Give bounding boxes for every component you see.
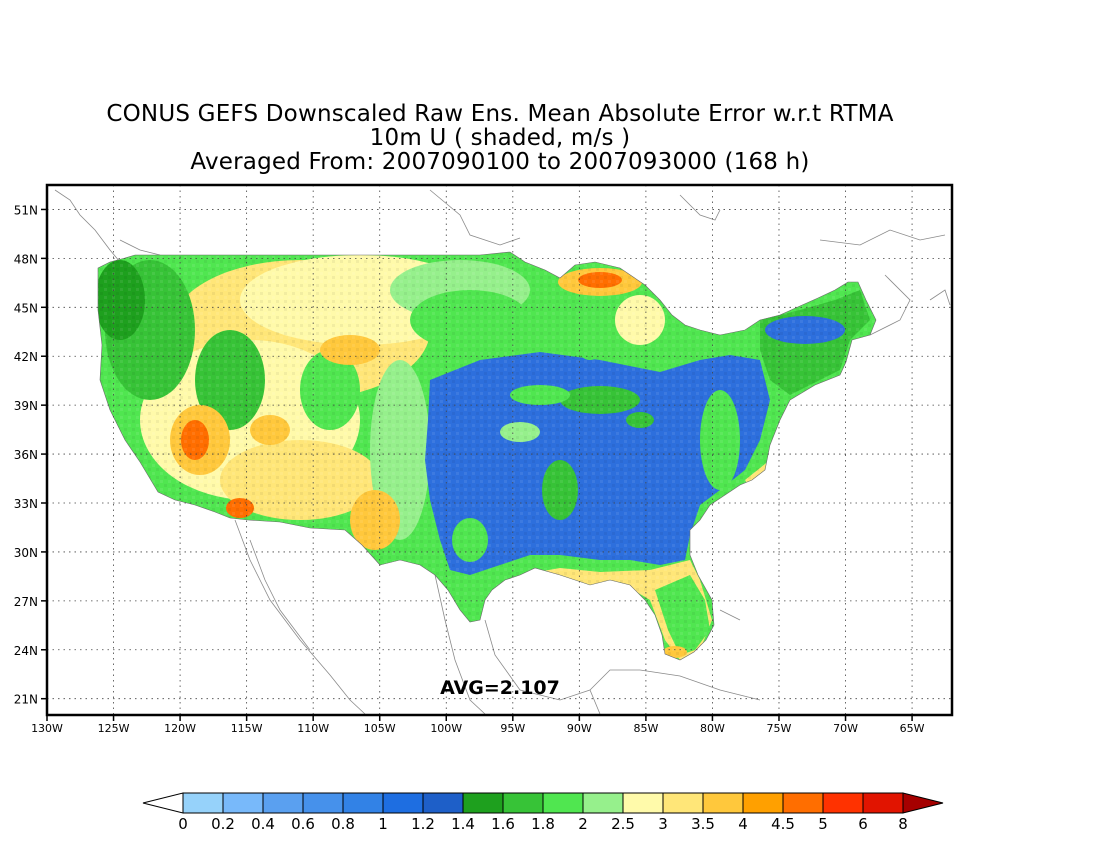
- colorbar-label: 2: [578, 815, 588, 833]
- colorbar-label: 1.6: [491, 815, 515, 833]
- colorbar-swatch: [702, 792, 744, 814]
- latitude-ticks: [41, 208, 47, 700]
- lon-label: 65W: [900, 722, 925, 735]
- lon-label: 110W: [297, 722, 329, 735]
- colorbar-label: 6: [858, 815, 868, 833]
- title-line-2: 10m U ( shaded, m/s ): [369, 125, 631, 151]
- lon-label: 80W: [700, 722, 725, 735]
- title-line-1: CONUS GEFS Downscaled Raw Ens. Mean Abso…: [106, 101, 894, 127]
- colorbar-high-arrow: [902, 792, 944, 814]
- lon-label: 85W: [633, 722, 658, 735]
- colorbar-label: 1.4: [451, 815, 475, 833]
- colorbar-label: 0: [178, 815, 188, 833]
- colorbar-swatch: [302, 792, 344, 814]
- lon-label: 95W: [500, 722, 525, 735]
- latitude-labels: 51N 48N 45N 42N 39N 36N 33N 30N 27N 24N 21N: [14, 203, 38, 706]
- lon-label: 70W: [833, 722, 858, 735]
- colorbar-swatch: [382, 792, 424, 814]
- gridlines: [47, 185, 952, 715]
- lon-label: 90W: [567, 722, 592, 735]
- colorbar-label: 0.4: [251, 815, 275, 833]
- colorbar-label: 8: [898, 815, 908, 833]
- lon-label: 125W: [98, 722, 130, 735]
- lat-label: 30N: [14, 546, 38, 560]
- map-frame: [45, 183, 954, 717]
- lon-label: 130W: [31, 722, 63, 735]
- colorbar-label: 0.8: [331, 815, 355, 833]
- colorbar: [142, 792, 944, 814]
- colorbar-swatch: [622, 792, 664, 814]
- lat-label: 45N: [14, 301, 38, 315]
- colorbar-swatch: [542, 792, 584, 814]
- colorbar-swatch: [462, 792, 504, 814]
- colorbar-labels: 0 0.2 0.4 0.6 0.8 1 1.2 1.4 1.6 1.8 2 2.5 3 3.5 4 4.5 5 6…: [178, 815, 908, 833]
- lon-label: 100W: [430, 722, 462, 735]
- colorbar-label: 3.5: [691, 815, 715, 833]
- lon-label: 115W: [231, 722, 263, 735]
- lon-label: 105W: [364, 722, 396, 735]
- colorbar-swatch: [222, 792, 264, 814]
- colorbar-label: 1: [378, 815, 388, 833]
- colorbar-label: 4: [738, 815, 748, 833]
- colorbar-label: 1.2: [411, 815, 435, 833]
- colorbar-swatch: [182, 792, 224, 814]
- colorbar-label: 3: [658, 815, 668, 833]
- lon-label: 120W: [164, 722, 196, 735]
- colorbar-swatch: [342, 792, 384, 814]
- colorbar-swatch: [422, 792, 464, 814]
- colorbar-swatch: [662, 792, 704, 814]
- colorbar-label: 5: [818, 815, 828, 833]
- colorbar-swatch: [862, 792, 904, 814]
- lon-label: 75W: [767, 722, 792, 735]
- colorbar-low-arrow: [142, 792, 184, 814]
- conus-border: [97, 251, 877, 661]
- lat-label: 21N: [14, 693, 38, 707]
- colorbar-swatch: [262, 792, 304, 814]
- lat-label: 33N: [14, 497, 38, 511]
- lat-label: 42N: [14, 350, 38, 364]
- colorbar-swatch: [502, 792, 544, 814]
- colorbar-swatch: [782, 792, 824, 814]
- colorbar-label: 0.6: [291, 815, 315, 833]
- coastline-outlines: [54, 189, 951, 715]
- lat-label: 39N: [14, 399, 38, 413]
- lat-label: 36N: [14, 448, 38, 462]
- longitude-labels: 130W 125W 120W 115W 110W 105W 100W 95W 90W 85W 80W…: [31, 722, 925, 735]
- colorbar-swatch: [582, 792, 624, 814]
- colorbar-swatch: [822, 792, 864, 814]
- colorbar-label: 0.2: [211, 815, 235, 833]
- title-line-3: Averaged From: 2007090100 to 2007093000 …: [190, 149, 810, 175]
- lat-label: 51N: [14, 203, 38, 217]
- longitude-ticks: [46, 715, 913, 721]
- average-annotation: AVG=2.107: [440, 677, 560, 699]
- colorbar-label: 4.5: [771, 815, 795, 833]
- colorbar-swatch: [742, 792, 784, 814]
- colorbar-label: 1.8: [531, 815, 555, 833]
- lat-label: 48N: [14, 252, 38, 266]
- lat-label: 27N: [14, 595, 38, 609]
- lat-label: 24N: [14, 644, 38, 658]
- colorbar-label: 2.5: [611, 815, 635, 833]
